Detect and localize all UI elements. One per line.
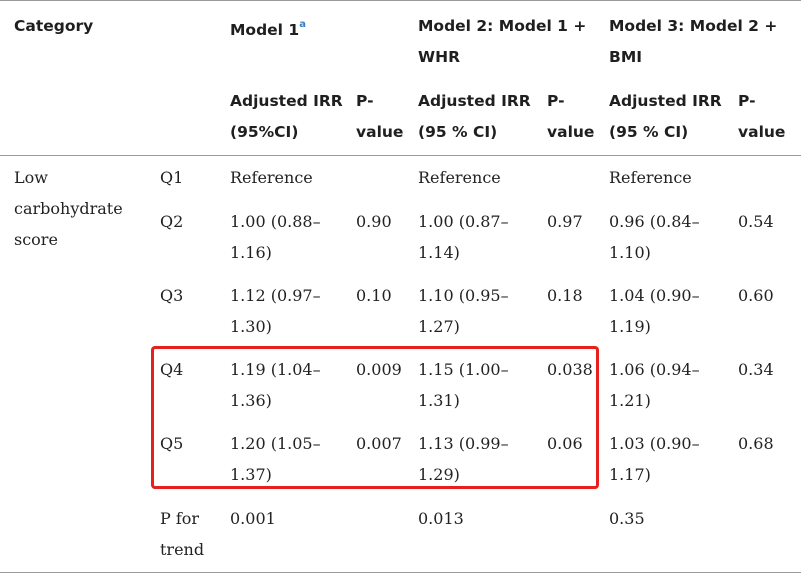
- row-q2-m3-line2: 1.10): [609, 243, 651, 262]
- row-q2-p1: 0.90: [356, 212, 392, 231]
- header-model3-line1: Model 3: Model 2 +: [609, 17, 778, 35]
- row-q2-p2: 0.97: [547, 212, 583, 231]
- row-q5-m3-line2: 1.17): [609, 465, 651, 484]
- header-irr1-line2: (95%CI): [230, 123, 299, 141]
- row-q5-m3-line1: 1.03 (0.90–: [609, 434, 700, 453]
- header-irr2-line1: Adjusted IRR: [418, 92, 531, 110]
- row-q2-m1-line1: 1.00 (0.88–: [230, 212, 321, 231]
- header-model2-line1: Model 2: Model 1 +: [418, 17, 587, 35]
- row-q3-m3-line2: 1.19): [609, 317, 651, 336]
- row-q3-m1-line1: 1.12 (0.97–: [230, 286, 321, 305]
- row-q5-label: Q5: [160, 434, 184, 453]
- category-line2: carbohydrate: [14, 199, 123, 218]
- row-q4-p1: 0.009: [356, 360, 402, 379]
- header-p2-line2: value: [547, 123, 595, 141]
- row-q1-m2: Reference: [418, 168, 501, 187]
- header-irr2-line2: (95 % CI): [418, 123, 498, 141]
- trend-m2: 0.013: [418, 509, 464, 528]
- header-model2-line2: WHR: [418, 48, 461, 66]
- trend-label-line1: P for: [160, 509, 200, 528]
- row-q4-p3: 0.34: [738, 360, 774, 379]
- header-irr1-line1: Adjusted IRR: [230, 92, 343, 110]
- row-q5-m1-line2: 1.37): [230, 465, 272, 484]
- category-line3: score: [14, 230, 58, 249]
- header-p3-line1: P-: [738, 92, 756, 110]
- row-q4-m2-line1: 1.15 (1.00–: [418, 360, 509, 379]
- table-top-rule: [0, 0, 801, 1]
- row-q3-p1: 0.10: [356, 286, 392, 305]
- row-q2-m1-line2: 1.16): [230, 243, 272, 262]
- header-irr3-line2: (95 % CI): [609, 123, 689, 141]
- row-q3-m2-line1: 1.10 (0.95–: [418, 286, 509, 305]
- header-p1-line2: value: [356, 123, 404, 141]
- row-q1-m1: Reference: [230, 168, 313, 187]
- row-q2-m2-line1: 1.00 (0.87–: [418, 212, 509, 231]
- header-p3-line2: value: [738, 123, 786, 141]
- header-bottom-rule: [0, 155, 801, 156]
- row-q3-p3: 0.60: [738, 286, 774, 305]
- row-q3-label: Q3: [160, 286, 184, 305]
- header-p2-line1: P-: [547, 92, 565, 110]
- highlight-box: [151, 346, 599, 489]
- row-q3-m2-line2: 1.27): [418, 317, 460, 336]
- row-q5-m2-line2: 1.29): [418, 465, 460, 484]
- row-q5-p3: 0.68: [738, 434, 774, 453]
- trend-label-line2: trend: [160, 540, 205, 559]
- row-q4-label: Q4: [160, 360, 184, 379]
- trend-m1: 0.001: [230, 509, 276, 528]
- row-q5-m2-line1: 1.13 (0.99–: [418, 434, 509, 453]
- row-q4-p2: 0.038: [547, 360, 593, 379]
- row-q5-p2: 0.06: [547, 434, 583, 453]
- row-q3-m1-line2: 1.30): [230, 317, 272, 336]
- header-model3-line2: BMI: [609, 48, 643, 66]
- row-q2-m2-line2: 1.14): [418, 243, 460, 262]
- header-p1-line1: P-: [356, 92, 374, 110]
- row-q4-m1-line1: 1.19 (1.04–: [230, 360, 321, 379]
- footnote-marker[interactable]: a: [299, 19, 306, 30]
- row-q5-p1: 0.007: [356, 434, 402, 453]
- category-line1: Low: [14, 168, 48, 187]
- table-bottom-rule: [0, 572, 801, 573]
- header-irr3-line1: Adjusted IRR: [609, 92, 722, 110]
- header-model1: Model 1a: [230, 19, 306, 40]
- row-q2-m3-line1: 0.96 (0.84–: [609, 212, 700, 231]
- row-q1-label: Q1: [160, 168, 184, 187]
- row-q1-m3: Reference: [609, 168, 692, 187]
- row-q4-m3-line1: 1.06 (0.94–: [609, 360, 700, 379]
- row-q2-p3: 0.54: [738, 212, 774, 231]
- row-q5-m1-line1: 1.20 (1.05–: [230, 434, 321, 453]
- trend-m3: 0.35: [609, 509, 645, 528]
- row-q4-m1-line2: 1.36): [230, 391, 272, 410]
- row-q4-m2-line2: 1.31): [418, 391, 460, 410]
- row-q3-m3-line1: 1.04 (0.90–: [609, 286, 700, 305]
- row-q4-m3-line2: 1.21): [609, 391, 651, 410]
- header-category: Category: [14, 17, 94, 35]
- row-q3-p2: 0.18: [547, 286, 583, 305]
- row-q2-label: Q2: [160, 212, 184, 231]
